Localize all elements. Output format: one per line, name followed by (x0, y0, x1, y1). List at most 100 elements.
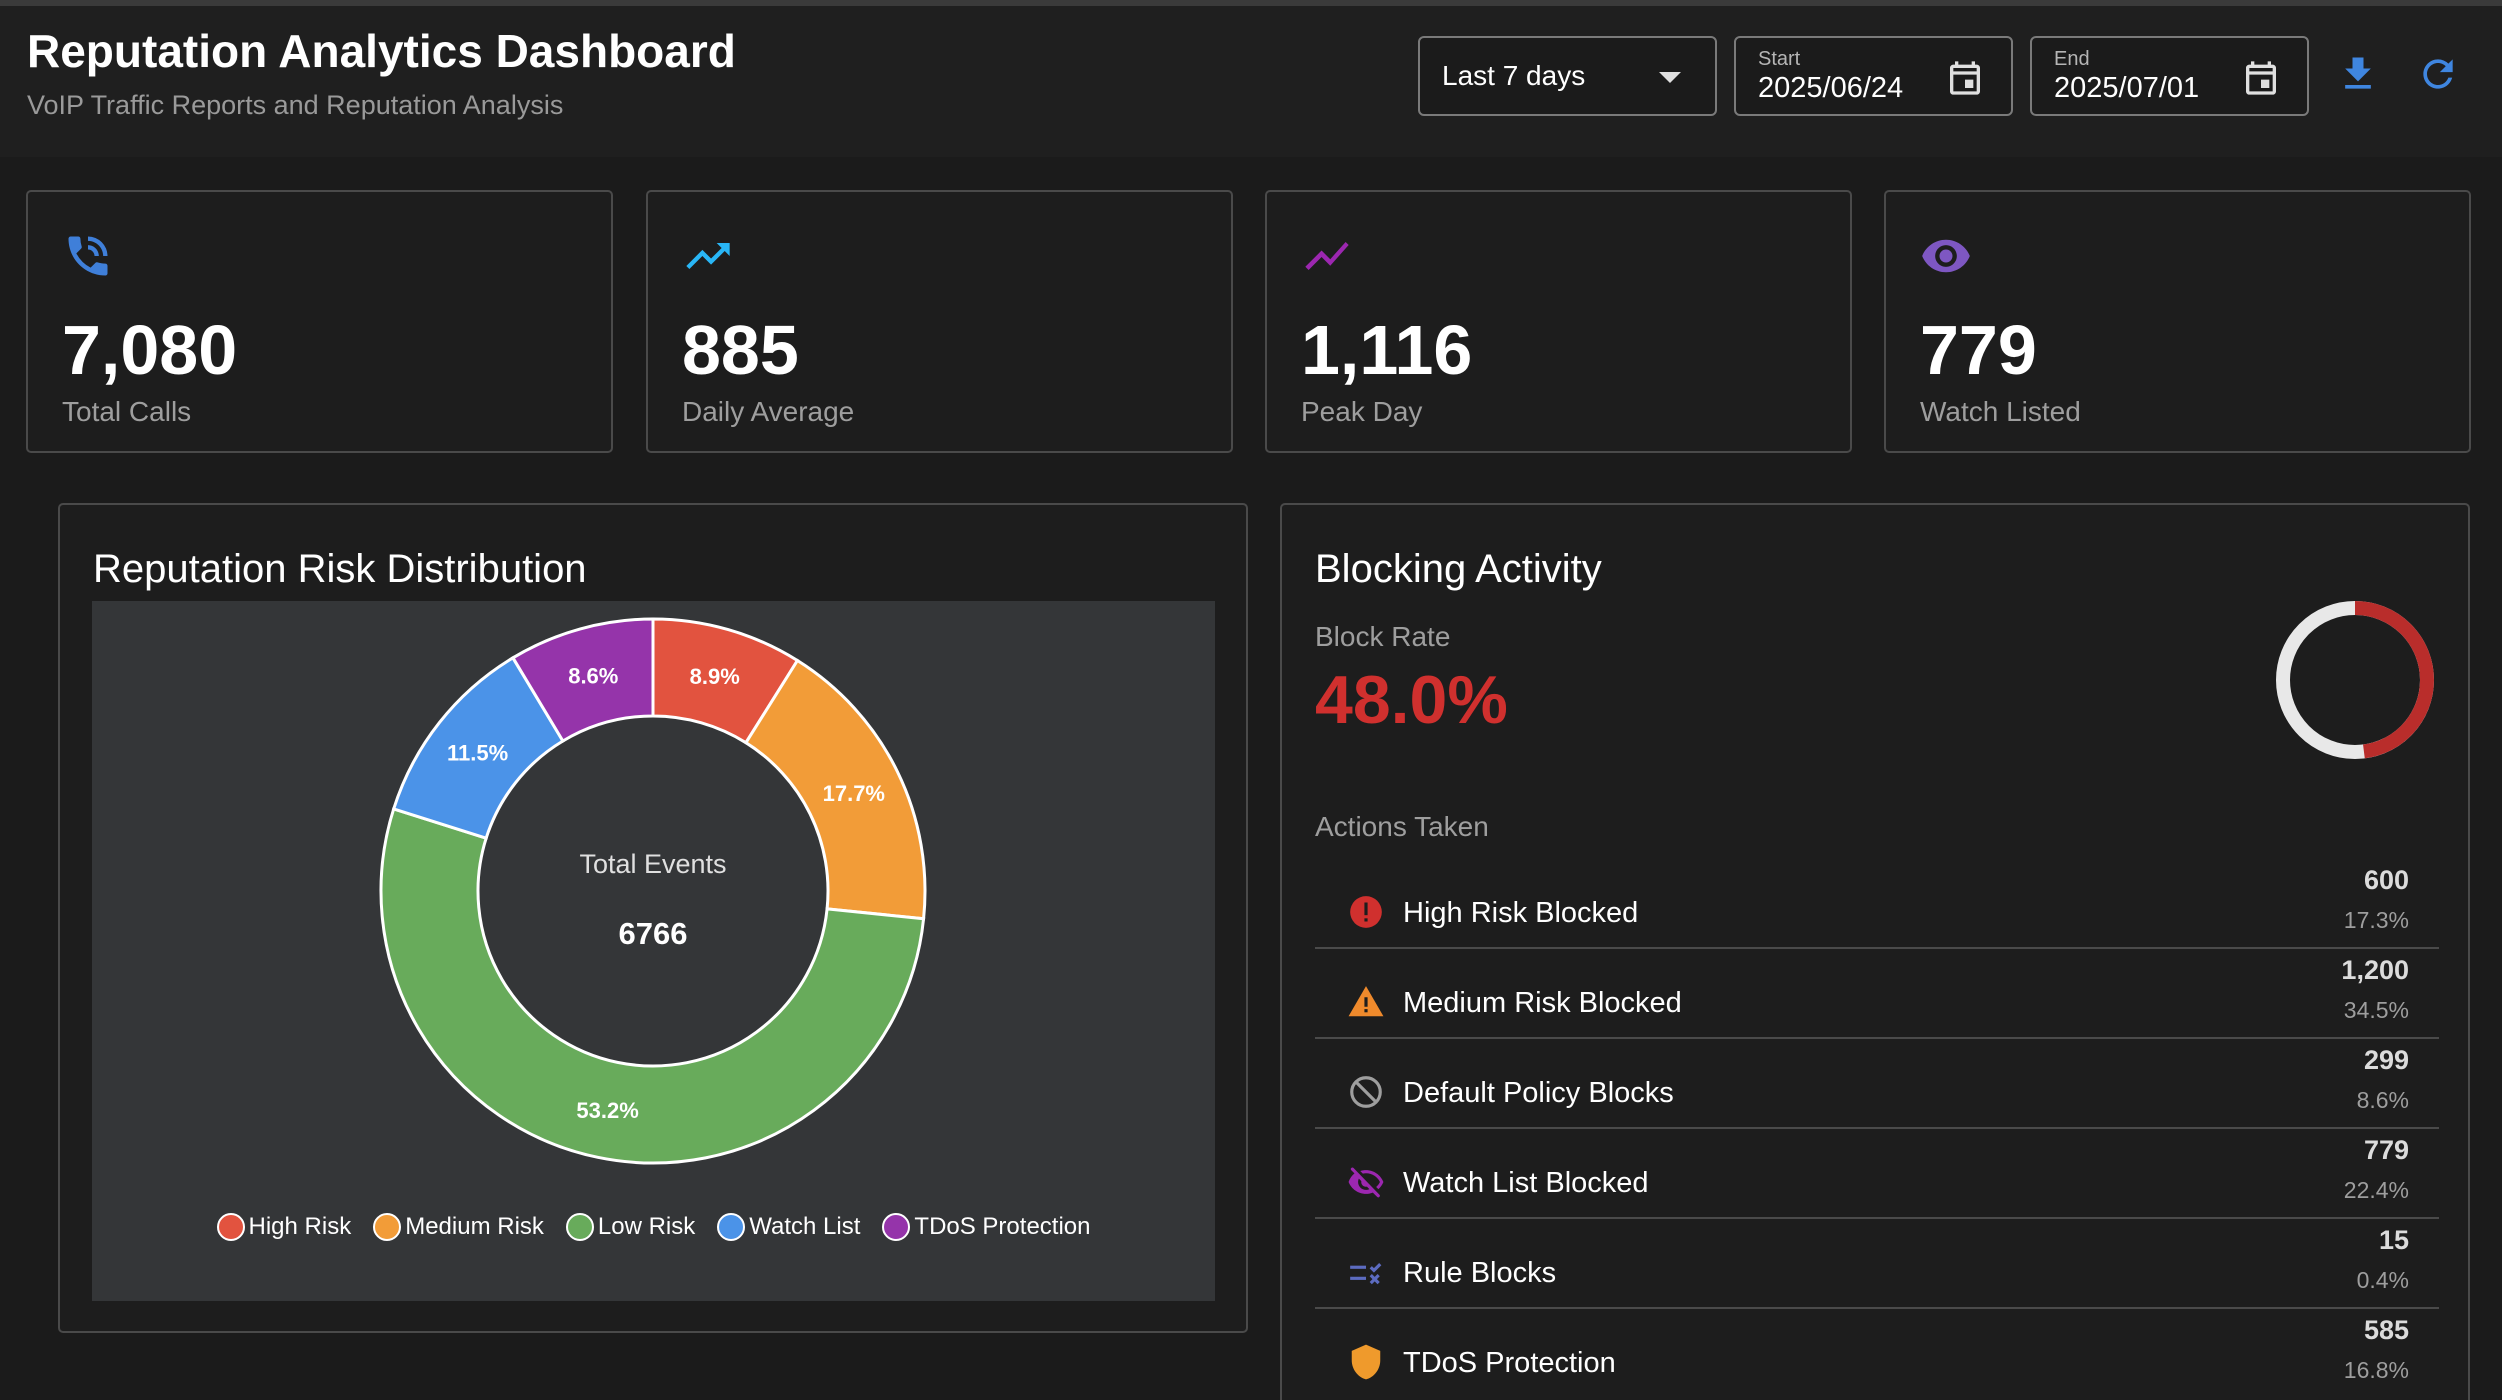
legend-swatch (216, 1213, 245, 1241)
stat-card-daily-average: 885 Daily Average (646, 190, 1233, 453)
donut-slice-label: 8.6% (568, 664, 618, 689)
action-row-high-risk-blocked[interactable]: High Risk Blocked 600 17.3% (1315, 859, 2439, 949)
calendar-icon[interactable] (2241, 56, 2281, 100)
legend-swatch (373, 1213, 402, 1241)
action-count: 585 (2363, 1315, 2409, 1345)
action-percent: 17.3% (2343, 907, 2409, 933)
legend-label: High Risk (248, 1213, 352, 1240)
action-percent: 22.4% (2343, 1177, 2409, 1203)
date-range-value: Last 7 days (1442, 60, 1586, 91)
stat-label: Watch Listed (1920, 396, 2081, 427)
action-row-watch-list-blocked[interactable]: Watch List Blocked 779 22.4% (1315, 1129, 2439, 1219)
action-percent: 0.4% (2356, 1267, 2409, 1293)
action-label: High Risk Blocked (1403, 897, 1639, 929)
eye-off-icon (1348, 1167, 1384, 1198)
legend-label: Low Risk (597, 1213, 696, 1240)
phone-call-icon (68, 236, 108, 276)
stat-card-watch-listed: 779 Watch Listed (1884, 190, 2471, 453)
start-date-value: 2025/06/24 (1758, 72, 1904, 104)
chevron-down-icon (1659, 72, 1681, 83)
stat-value: 779 (1920, 311, 2037, 389)
legend-item-watch-list[interactable]: Watch List (717, 1213, 860, 1241)
donut-center-value: 6766 (619, 916, 688, 951)
action-label: TDoS Protection (1403, 1347, 1616, 1379)
stat-card-total-calls: 7,080 Total Calls (26, 190, 613, 453)
action-count: 15 (2378, 1225, 2409, 1255)
actions-label: Actions Taken (1315, 811, 1489, 842)
donut-slice-low-risk[interactable] (379, 807, 926, 1165)
action-percent: 16.8% (2343, 1357, 2409, 1383)
legend-label: Watch List (749, 1213, 861, 1240)
block-rate-ring (2276, 601, 2434, 759)
end-date-value: 2025/07/01 (2054, 72, 2200, 104)
refresh-icon[interactable] (2416, 52, 2460, 96)
action-label: Medium Risk Blocked (1403, 987, 1682, 1019)
action-label: Default Policy Blocks (1403, 1077, 1674, 1109)
download-icon[interactable] (2336, 52, 2380, 96)
warning-icon (1348, 986, 1384, 1017)
action-list: High Risk Blocked 600 17.3% Medium Risk … (1315, 859, 2439, 1399)
donut-slice-label: 53.2% (576, 1098, 638, 1123)
donut-slice-label: 11.5% (447, 741, 508, 766)
eye-icon (1922, 239, 1970, 273)
date-range-select[interactable]: Last 7 days (1418, 36, 1717, 116)
risk-distribution-panel: Reputation Risk Distribution 8.9% 17.7% 53… (58, 503, 1248, 1333)
stat-label: Daily Average (682, 396, 855, 427)
stat-label: Total Calls (62, 396, 192, 427)
page-title: Reputation Analytics Dashboard (27, 25, 736, 77)
legend-item-tdos-protection[interactable]: TDoS Protection (882, 1213, 1090, 1241)
error-icon (1350, 896, 1382, 928)
shield-icon (1351, 1344, 1381, 1380)
chart-legend: High Risk Medium Risk Low Risk Watch List TD… (92, 1213, 1215, 1241)
donut-slice-label: 8.9% (690, 664, 740, 689)
block-rate-label: Block Rate (1315, 621, 1451, 652)
donut-slice-tdos-protection[interactable] (510, 617, 655, 744)
donut-slice-label: 17.7% (823, 781, 885, 806)
legend-item-high-risk[interactable]: High Risk (216, 1213, 352, 1241)
rule-icon (1350, 1262, 1382, 1285)
blocking-activity-panel: Blocking Activity Block Rate 48.0% Actio… (1280, 503, 2470, 1400)
donut-center-label: Total Events (579, 849, 726, 879)
action-count: 299 (2363, 1045, 2409, 1075)
legend-label: Medium Risk (405, 1213, 544, 1240)
legend-swatch (882, 1213, 911, 1241)
action-count: 600 (2363, 865, 2409, 895)
legend-swatch (717, 1213, 746, 1241)
action-label: Rule Blocks (1403, 1257, 1557, 1289)
action-row-rule-blocks[interactable]: Rule Blocks 15 0.4% (1315, 1219, 2439, 1309)
action-count: 779 (2363, 1135, 2409, 1165)
action-row-tdos-protection[interactable]: TDoS Protection 585 16.8% (1315, 1309, 2439, 1399)
donut-slice-medium-risk[interactable] (743, 658, 927, 921)
calendar-icon[interactable] (1945, 56, 1985, 100)
action-count: 1,200 (2341, 955, 2409, 985)
panel-title: Blocking Activity (1315, 547, 1602, 591)
action-row-medium-risk-blocked[interactable]: Medium Risk Blocked 1,200 34.5% (1315, 949, 2439, 1039)
stat-value: 7,080 (62, 311, 238, 389)
action-percent: 34.5% (2343, 997, 2409, 1023)
donut-chart-area: 8.9% 17.7% 53.2% 11.5% 8.6% Total Events 676… (92, 601, 1215, 1301)
stat-label: Peak Day (1301, 396, 1423, 427)
legend-swatch (565, 1213, 594, 1241)
stat-value: 885 (682, 311, 799, 389)
block-rate-value: 48.0% (1315, 662, 1508, 738)
chart-line-icon (1305, 241, 1349, 271)
page-subtitle: VoIP Traffic Reports and Reputation Anal… (27, 90, 564, 120)
top-bar: Reputation Analytics Dashboard VoIP Traf… (0, 0, 2502, 157)
panel-title: Reputation Risk Distribution (93, 547, 587, 591)
donut-chart: 8.9% 17.7% 53.2% 11.5% 8.6% Total Events 676… (379, 617, 927, 1165)
end-date-field[interactable]: End 2025/07/01 (2030, 36, 2309, 116)
block-icon (1350, 1076, 1382, 1108)
legend-item-medium-risk[interactable]: Medium Risk (373, 1213, 544, 1241)
end-date-label: End (2054, 48, 2090, 70)
stat-value: 1,116 (1301, 311, 1473, 389)
stat-card-peak-day: 1,116 Peak Day (1265, 190, 1852, 453)
ring-progress (2276, 601, 2434, 759)
action-percent: 8.6% (2356, 1087, 2409, 1113)
action-label: Watch List Blocked (1403, 1167, 1649, 1199)
legend-item-low-risk[interactable]: Low Risk (565, 1213, 696, 1241)
start-date-field[interactable]: Start 2025/06/24 (1734, 36, 2013, 116)
start-date-label: Start (1758, 48, 1801, 70)
action-row-default-policy-blocks[interactable]: Default Policy Blocks 299 8.6% (1315, 1039, 2439, 1129)
trending-up-icon (686, 243, 730, 269)
legend-label: TDoS Protection (914, 1213, 1091, 1240)
